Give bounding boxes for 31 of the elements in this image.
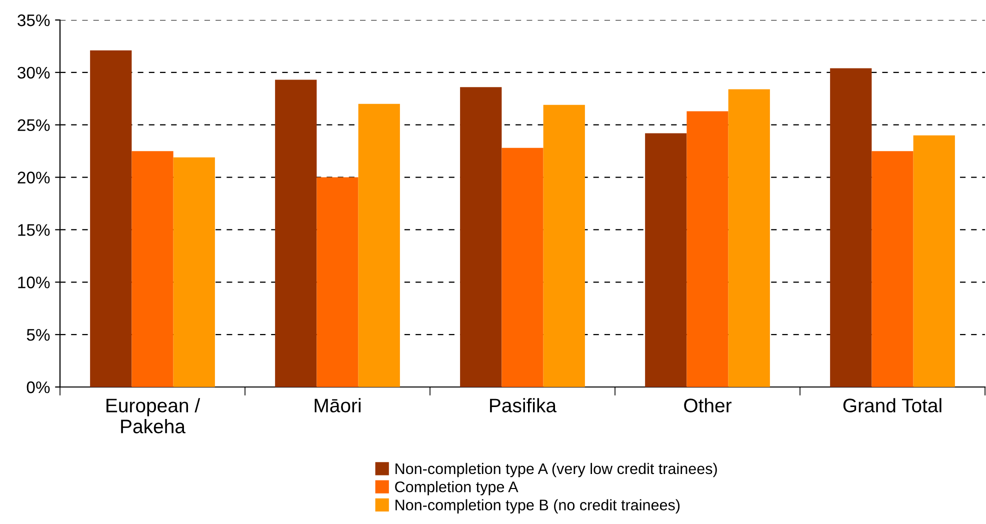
y-tick-label: 5% — [26, 329, 50, 341]
bar — [275, 80, 317, 387]
x-tick-label: Other — [684, 398, 732, 412]
bar — [316, 177, 358, 387]
x-tick-label: Māori — [314, 398, 361, 412]
bar — [90, 50, 132, 387]
x-tick-label: Pasifika — [490, 398, 557, 412]
bar — [173, 157, 215, 387]
bar — [460, 87, 502, 387]
bar — [132, 151, 174, 387]
bar — [872, 151, 914, 387]
legend-label: Non-completion type B (no credit trainees) — [396, 499, 680, 514]
y-tick-label: 0% — [26, 381, 50, 394]
y-tick-label: 30% — [18, 66, 50, 79]
bar — [830, 68, 872, 387]
bar — [358, 104, 400, 387]
bar — [645, 133, 687, 387]
bar — [686, 111, 728, 387]
y-tick-label: 25% — [18, 119, 50, 132]
x-tick-label: European / Pakeha — [106, 398, 200, 434]
bar — [728, 89, 770, 387]
y-tick-label: 10% — [18, 276, 50, 288]
y-tick-label: 20% — [18, 172, 50, 184]
bar — [913, 135, 955, 387]
legend-label: Completion type A — [395, 481, 518, 496]
y-tick-label: 35% — [18, 14, 50, 26]
bar — [543, 104, 585, 387]
bar — [502, 148, 544, 387]
y-tick-label: 15% — [18, 224, 50, 236]
x-tick-label: Grand Total — [843, 398, 942, 412]
legend-label: Non-completion type A (very low credit trainees) — [396, 462, 717, 478]
